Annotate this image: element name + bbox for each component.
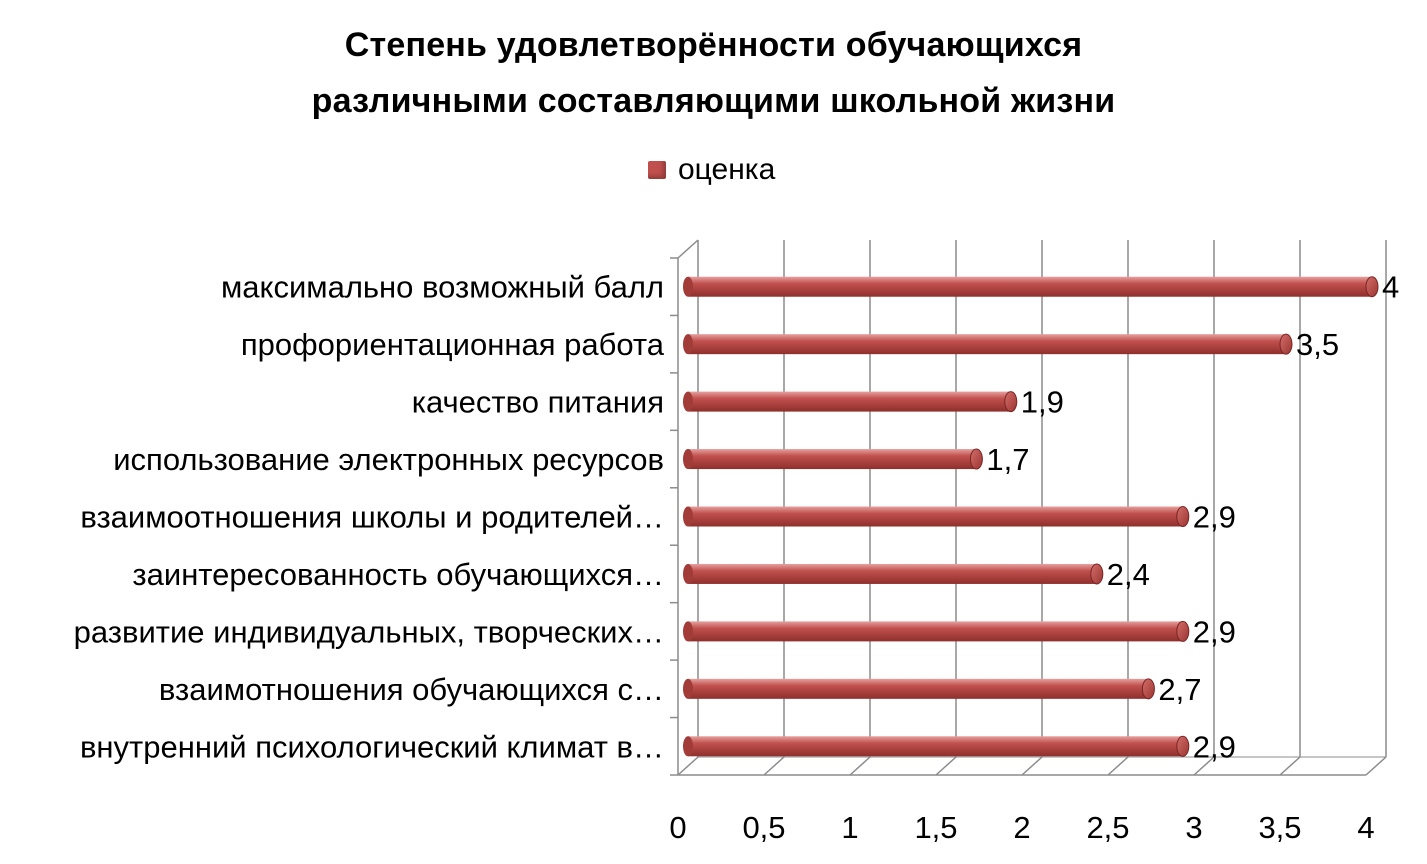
x-tick-label: 3,5 bbox=[1258, 810, 1301, 845]
bar-start-cap bbox=[683, 276, 693, 297]
value-label: 1,9 bbox=[1021, 385, 1064, 420]
x-tick-label: 1,5 bbox=[914, 810, 957, 845]
bars bbox=[683, 276, 1379, 757]
bar-start-cap bbox=[683, 391, 693, 412]
x-tick-label: 4 bbox=[1357, 810, 1374, 845]
bar-start-cap bbox=[683, 563, 693, 584]
bar bbox=[688, 334, 1286, 355]
category-label: использование электронных ресурсов bbox=[113, 442, 664, 477]
bar-start-cap bbox=[683, 736, 693, 757]
bar-end-cap bbox=[1141, 678, 1155, 700]
value-label: 3,5 bbox=[1296, 327, 1339, 362]
chart-title-line-2: различными составляющими школьной жизни bbox=[311, 82, 1116, 120]
left-wall-top bbox=[677, 239, 699, 259]
floor-gridline bbox=[1365, 756, 1387, 776]
bar-start-cap bbox=[683, 621, 693, 642]
category-label: взаимотношения обучающихся с… bbox=[159, 672, 664, 707]
floor-gridline bbox=[935, 756, 957, 776]
x-tick-label: 0 bbox=[669, 810, 686, 845]
legend: оценка bbox=[648, 152, 775, 188]
value-label: 2,4 bbox=[1107, 557, 1150, 592]
bar bbox=[688, 506, 1183, 527]
x-tick-label: 2 bbox=[1013, 810, 1030, 845]
category-label: профориентационная работа bbox=[241, 327, 665, 362]
value-label: 2,9 bbox=[1193, 614, 1236, 649]
bar bbox=[688, 563, 1097, 584]
bar bbox=[688, 736, 1183, 757]
floor-gridline bbox=[1279, 756, 1301, 776]
value-label: 4 bbox=[1382, 270, 1399, 305]
value-label: 2,9 bbox=[1193, 729, 1236, 764]
value-label: 2,9 bbox=[1193, 500, 1236, 535]
value-label: 2,7 bbox=[1158, 672, 1201, 707]
bar bbox=[688, 678, 1149, 699]
bar-end-cap bbox=[1279, 333, 1293, 355]
bar bbox=[688, 391, 1011, 412]
bar bbox=[688, 449, 977, 470]
bar bbox=[688, 621, 1183, 642]
bar-start-cap bbox=[683, 334, 693, 355]
floor-gridline bbox=[677, 756, 699, 776]
bar-end-cap bbox=[1090, 563, 1104, 585]
x-tick-label: 1 bbox=[841, 810, 858, 845]
bar bbox=[688, 276, 1372, 297]
category-label: максимально возможный балл bbox=[221, 270, 664, 305]
x-tick-label: 3 bbox=[1185, 810, 1202, 845]
category-label: внутренний психологический климат в… bbox=[80, 729, 664, 764]
bar-end-cap bbox=[1176, 506, 1190, 527]
x-tick-label: 0,5 bbox=[742, 810, 785, 845]
bar-end-cap bbox=[1176, 735, 1190, 757]
bar-end-cap bbox=[1176, 620, 1190, 642]
floor-gridline bbox=[1021, 756, 1043, 776]
legend-label: оценка bbox=[678, 153, 776, 186]
category-label: качество питания bbox=[412, 385, 664, 420]
floor-gridline bbox=[763, 756, 785, 776]
category-label: заинтересованность обучающихся… bbox=[132, 557, 664, 592]
bar-end-cap bbox=[969, 448, 983, 470]
bar-end-cap bbox=[1004, 391, 1018, 413]
floor-gridline bbox=[1193, 756, 1215, 776]
labels: 0 0,5 1 1,5 2 2,5 3 3,5 4 максимально возможный б… bbox=[74, 270, 1400, 845]
legend-swatch bbox=[648, 161, 666, 179]
x-tick-label: 2,5 bbox=[1086, 810, 1129, 845]
floor-gridline bbox=[849, 756, 871, 776]
bar-start-cap bbox=[683, 678, 693, 699]
category-label: взаимоотношения школы и родителей… bbox=[80, 500, 664, 535]
floor-gridline bbox=[1107, 756, 1129, 776]
bar-end-cap bbox=[1365, 276, 1379, 298]
category-label: развитие индивидуальных, творческих… bbox=[74, 614, 664, 649]
bar-start-cap bbox=[683, 506, 693, 527]
grid bbox=[670, 239, 1387, 776]
bar-start-cap bbox=[683, 449, 693, 470]
value-label: 1,7 bbox=[986, 442, 1029, 477]
chart-title-line-1: Степень удовлетворённости обучающихся bbox=[344, 26, 1083, 64]
